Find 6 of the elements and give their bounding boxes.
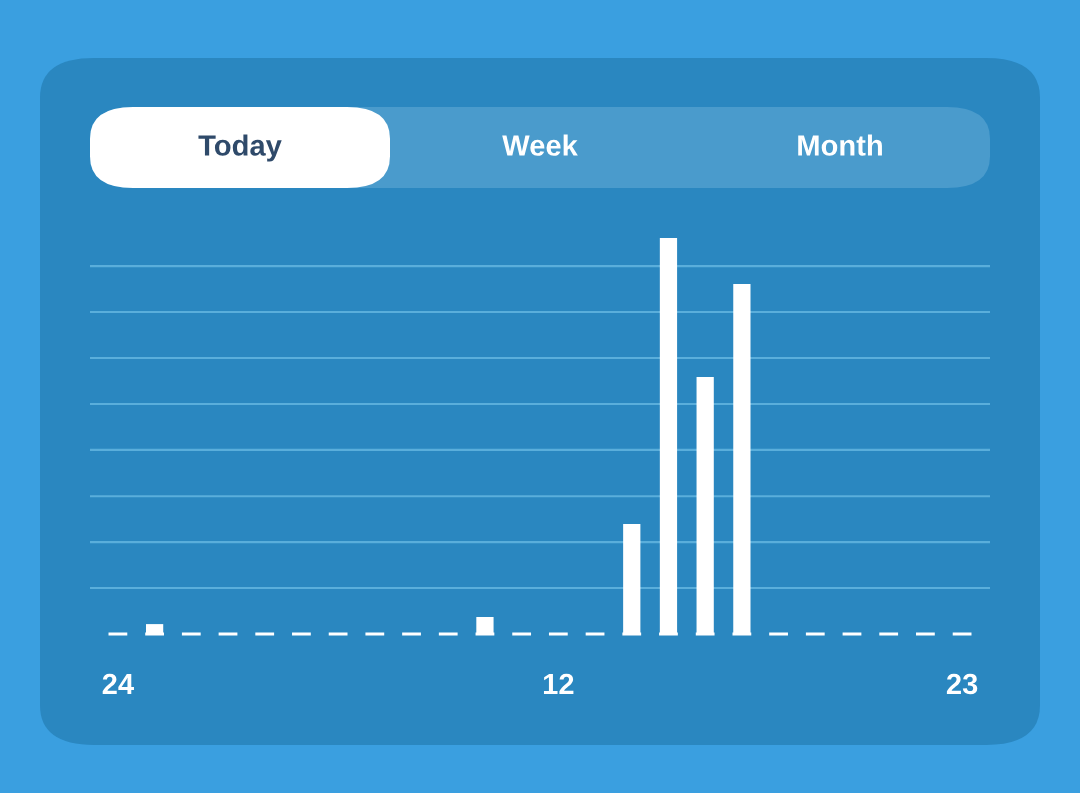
- text: Week: [502, 134, 578, 156]
- text: Month: [798, 134, 882, 156]
- x-tick-label: 24: [102, 673, 134, 695]
- x-tick-label: 23: [946, 673, 978, 695]
- text: Today: [198, 134, 282, 162]
- x-tick-label: 12: [543, 673, 574, 695]
